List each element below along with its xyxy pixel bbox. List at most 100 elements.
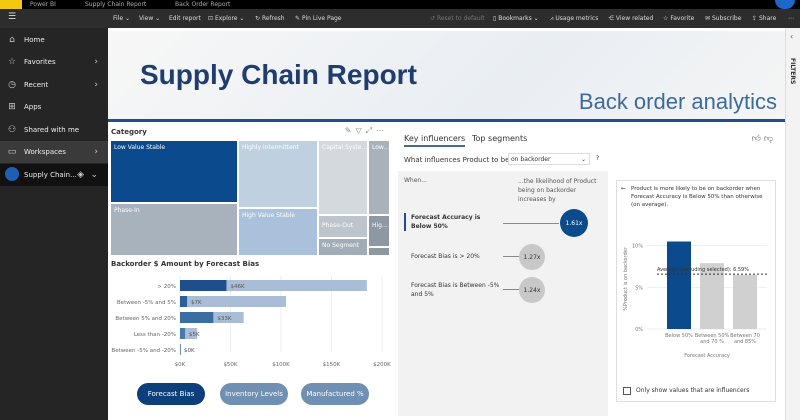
- y-axis-label: %Product is on backorder: [623, 246, 629, 311]
- bar-total: [180, 280, 367, 291]
- bookmarks-menu[interactable]: ▯ Bookmarks ⌄: [493, 15, 539, 22]
- bar-backorder: [180, 312, 214, 323]
- treemap-tile[interactable]: Hig...: [368, 215, 390, 247]
- workspaces-icon: ▭: [7, 147, 17, 157]
- influencer-bubble[interactable]: 1.24x: [519, 277, 545, 303]
- key-influencers-visual: Key influencers Top segments 👍︎ 👎︎ What …: [398, 126, 783, 416]
- x-tick-label: $50K: [223, 362, 237, 368]
- chevron-left-icon[interactable]: ‹: [790, 32, 794, 41]
- treemap-visual: Category ✎▽⤢⋯ Low Value Stable Highly In…: [110, 126, 394, 256]
- forecast-bias-button[interactable]: Forecast Bias: [137, 383, 205, 405]
- avatar[interactable]: [775, 0, 795, 9]
- subscribe-button[interactable]: ✉ Subscribe: [705, 15, 742, 22]
- view-related-button[interactable]: ⋲ View related: [608, 15, 654, 22]
- pin-live-page-button[interactable]: ✎ Pin Live Page: [295, 15, 342, 22]
- x-tick-label: $200K: [373, 362, 391, 368]
- detail-bar: [700, 263, 724, 329]
- explore-icon: ⊡: [208, 15, 214, 22]
- question-label: What influences Product to be: [404, 156, 510, 164]
- data-label: $7K: [191, 300, 202, 306]
- bookmark-icon: ▯: [493, 15, 497, 22]
- shared-icon: ⚇: [7, 125, 17, 135]
- report-title: Supply Chain Report: [140, 59, 417, 90]
- more-options-icon[interactable]: ⋯: [376, 126, 388, 135]
- average-label: Average (excluding selected): 6.59%: [657, 267, 749, 273]
- influencer-item[interactable]: Forecast Accuracy is Below 50%: [404, 213, 494, 231]
- tab-top-segments[interactable]: Top segments: [472, 134, 528, 143]
- apps-icon: ⊞: [8, 102, 16, 112]
- view-menu[interactable]: View ⌄: [139, 15, 161, 22]
- hamburger-icon[interactable]: ☰: [8, 12, 17, 22]
- influencer-bubble[interactable]: 1.61x: [560, 209, 588, 237]
- x-tick-label: $0K: [175, 362, 186, 368]
- thumbs-down-icon[interactable]: 👎︎: [763, 134, 773, 144]
- share-button[interactable]: ⇪ Share: [752, 15, 777, 22]
- manufactured-button[interactable]: Manufactured %: [301, 383, 369, 405]
- y-tick-label: Between -5% and 5%: [117, 300, 176, 306]
- toolbar: ☰ File ⌄ View ⌄ Edit report ⊡ Explore ⌄ …: [0, 9, 800, 28]
- breadcrumb-workspace[interactable]: Supply Chain Report: [85, 1, 147, 8]
- data-label: $0K: [184, 348, 195, 354]
- chevron-right-icon: ›: [94, 80, 98, 90]
- treemap-tile[interactable]: Low...: [368, 140, 390, 215]
- y-tick-label: Less than -20%: [134, 332, 176, 338]
- treemap-tile[interactable]: High Value Stable: [238, 208, 318, 256]
- treemap-tile[interactable]: Highly Intermittent: [238, 140, 318, 208]
- chevron-down-icon: ⌄: [90, 170, 98, 180]
- y-tick-label: Between 5% and 20%: [115, 316, 176, 322]
- banner-divider: [108, 119, 785, 122]
- back-arrow-icon[interactable]: ←: [621, 185, 627, 192]
- tab-key-influencers[interactable]: Key influencers: [404, 134, 466, 147]
- filters-pane[interactable]: ‹ FILTERS: [785, 28, 800, 420]
- treemap-title: Category: [111, 128, 147, 136]
- x-tick-label: and 85%: [734, 339, 756, 345]
- favorite-button[interactable]: ☆ Favorite: [663, 15, 695, 22]
- bar-backorder: [180, 344, 181, 355]
- treemap-tile[interactable]: [368, 247, 390, 256]
- bar-chart-visual: Backorder $ Amount by Forecast Bias $0K $…: [110, 258, 394, 418]
- sidebar-item-recent[interactable]: ◷ Recent ›: [0, 74, 108, 96]
- refresh-button[interactable]: ↻ Refresh: [255, 15, 285, 22]
- usage-metrics-button[interactable]: ⩘ Usage metrics: [550, 15, 599, 22]
- detail-bar: [667, 241, 691, 329]
- treemap-tile[interactable]: Low Value Stable: [110, 140, 238, 203]
- app-name: Power BI: [30, 1, 56, 8]
- influencer-item[interactable]: Forecast Bias is Between -5% and 5%: [411, 282, 500, 298]
- filter-icon[interactable]: ▽: [355, 126, 366, 135]
- thumbs-up-icon[interactable]: 👍︎: [751, 134, 761, 144]
- influencers-only-checkbox[interactable]: [623, 387, 631, 395]
- help-icon[interactable]: ?: [596, 155, 600, 162]
- sidebar-item-workspaces[interactable]: ▭ Workspaces ›: [0, 141, 108, 163]
- treemap-tile[interactable]: Phase-In: [110, 203, 238, 256]
- focus-mode-icon[interactable]: ⤢: [365, 126, 376, 135]
- x-tick-label: $150K: [323, 362, 341, 368]
- treemap-tile[interactable]: Phase-Out: [318, 215, 368, 238]
- edit-report-button[interactable]: Edit report: [169, 15, 201, 22]
- treemap-tile[interactable]: No Segment: [318, 238, 368, 256]
- bar-backorder: [180, 296, 188, 307]
- chevron-right-icon: ›: [94, 147, 98, 157]
- sidebar-item-home[interactable]: ⌂ Home: [0, 29, 108, 51]
- pin-icon[interactable]: ✎: [344, 126, 356, 135]
- sidebar-item-favorites[interactable]: ☆ Favorites ›: [0, 51, 108, 73]
- file-menu[interactable]: File ⌄: [113, 15, 130, 22]
- inventory-levels-button[interactable]: Inventory Levels: [220, 383, 288, 405]
- treemap-tile[interactable]: Capital Syste...: [318, 140, 368, 215]
- breadcrumb-report[interactable]: Back Order Report: [175, 1, 231, 8]
- sidebar-item-shared[interactable]: ⚇ Shared with me: [0, 119, 108, 141]
- sidebar-item-apps[interactable]: ⊞ Apps: [0, 96, 108, 118]
- reset-button[interactable]: ↺ Reset to default: [430, 15, 485, 22]
- report-subtitle: Back order analytics: [578, 89, 777, 114]
- bar-backorder: [180, 280, 227, 291]
- influencer-item[interactable]: Forecast Bias is > 20%: [411, 253, 480, 260]
- sidebar-item-workspace-current[interactable]: Supply Chain... ◈ ⌄: [0, 164, 108, 186]
- target-dropdown[interactable]: on backorder ⌄: [508, 153, 590, 165]
- explore-menu[interactable]: ⊡ Explore ⌄: [208, 15, 245, 22]
- banner: Supply Chain Report Back order analytics: [108, 31, 785, 122]
- chart-icon: ⩘: [550, 15, 554, 22]
- influencer-bubble[interactable]: 1.27x: [519, 244, 545, 270]
- more-icon[interactable]: ⋯: [788, 15, 794, 22]
- sidebar: ⌂ Home ☆ Favorites › ◷ Recent › ⊞ Apps ⚇ Shared…: [0, 28, 108, 420]
- chevron-down-icon: ⌄: [580, 156, 586, 163]
- y-tick-label: 10%: [632, 244, 643, 250]
